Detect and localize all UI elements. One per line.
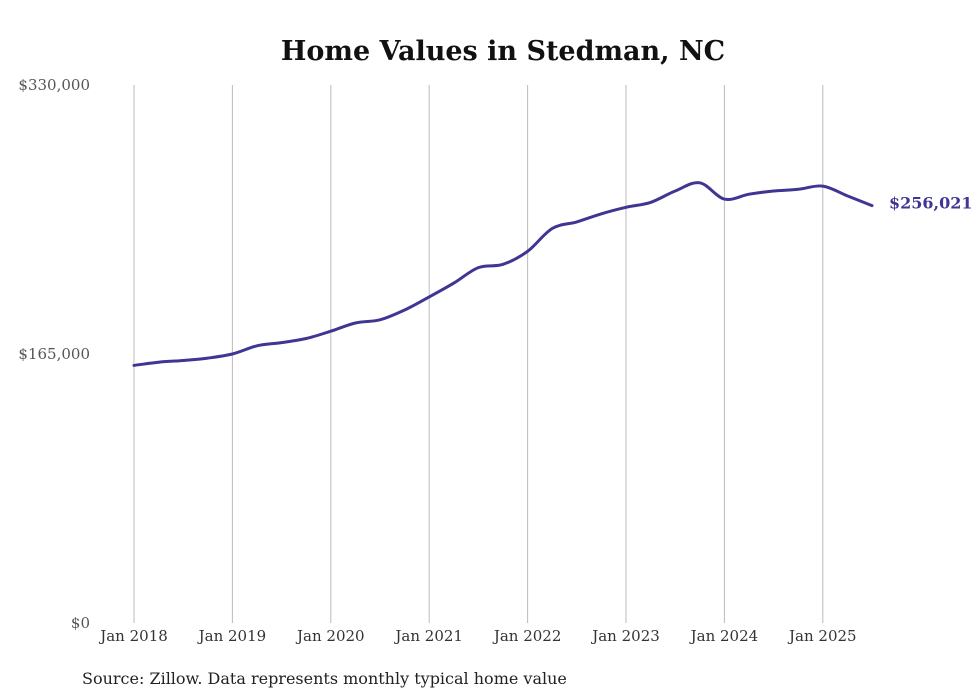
y-tick-label: $0 bbox=[71, 614, 90, 632]
x-axis-ticks: Jan 2018 Jan 2019 Jan 2020 Jan 2021 Jan 2022… bbox=[98, 627, 856, 645]
home-value-line bbox=[132, 181, 874, 367]
x-tick-label: Jan 2023 bbox=[590, 627, 660, 645]
x-tick-label: Jan 2024 bbox=[689, 627, 759, 645]
x-tick-label: Jan 2018 bbox=[98, 627, 168, 645]
vertical-gridlines bbox=[133, 85, 824, 623]
x-tick-label: Jan 2022 bbox=[492, 627, 562, 645]
end-value-label: $256,021 bbox=[889, 194, 973, 213]
x-tick-label: Jan 2025 bbox=[787, 627, 857, 645]
x-tick-label: Jan 2019 bbox=[197, 627, 267, 645]
y-tick-label: $330,000 bbox=[18, 76, 90, 94]
x-tick-label: Jan 2020 bbox=[295, 627, 365, 645]
source-note: Source: Zillow. Data represents monthly … bbox=[82, 669, 567, 688]
chart-title: Home Values in Stedman, NC bbox=[281, 36, 725, 67]
y-axis-ticks: $0 $165,000 $330,000 bbox=[18, 76, 90, 632]
series-layer bbox=[132, 181, 874, 367]
y-tick-label: $165,000 bbox=[18, 345, 90, 363]
x-tick-label: Jan 2021 bbox=[393, 627, 463, 645]
